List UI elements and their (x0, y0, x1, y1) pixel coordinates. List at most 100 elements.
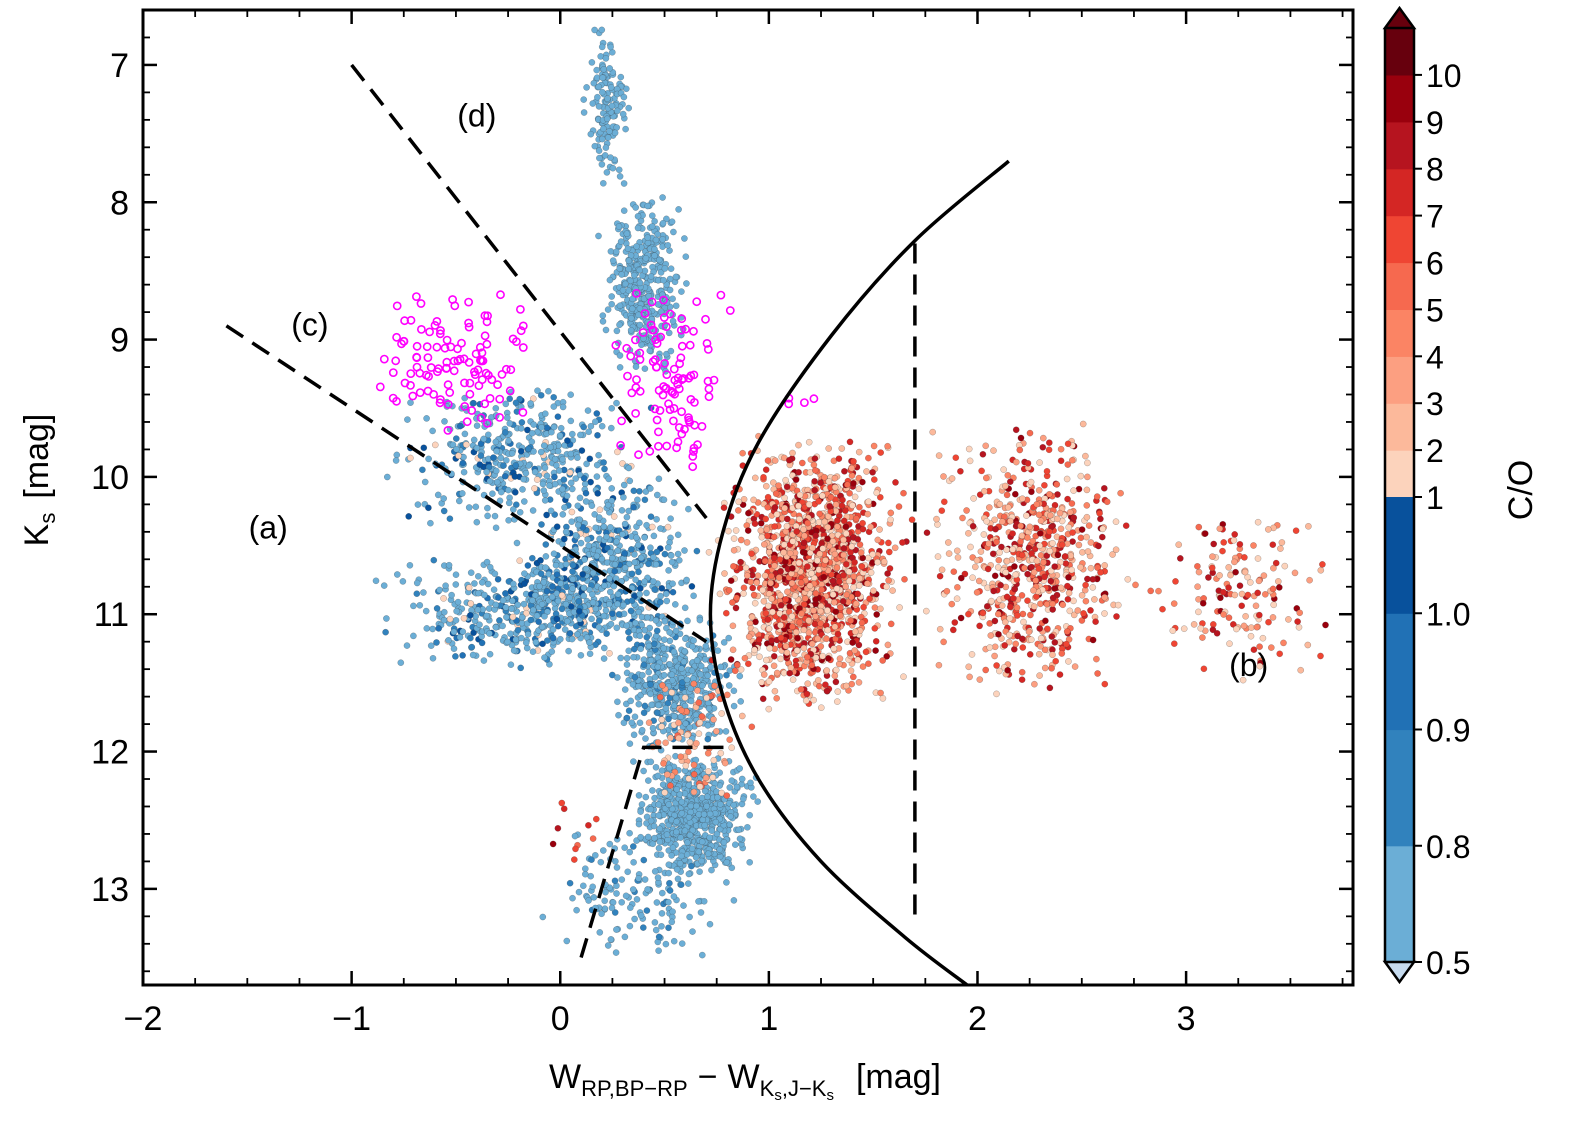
scatter-point (473, 444, 481, 452)
scatter-point (654, 874, 662, 881)
scatter-point (668, 852, 675, 859)
scatter-point (598, 161, 606, 168)
scatter-point (477, 452, 485, 459)
scatter-point (670, 702, 678, 709)
scatter-point (730, 547, 738, 554)
scatter-point (663, 831, 671, 838)
scatter-point (606, 128, 613, 135)
scatter-point (677, 881, 685, 888)
scatter-point (420, 444, 428, 452)
scatter-point (631, 673, 639, 681)
scatter-point (627, 607, 635, 615)
scatter-point (623, 714, 631, 722)
scatter-point (1018, 676, 1026, 683)
scatter-point (872, 638, 880, 645)
scatter-point (541, 654, 548, 661)
scatter-point (685, 782, 693, 789)
scatter-point (665, 898, 672, 906)
scatter-point (727, 656, 735, 663)
scatter-point (672, 601, 679, 608)
scatter-point (621, 550, 628, 557)
scatter-point (550, 403, 558, 410)
scatter-point (534, 387, 541, 394)
scatter-point (704, 722, 712, 729)
scatter-point (716, 590, 724, 598)
scatter-point (643, 589, 650, 597)
scatter-point (633, 896, 641, 903)
scatter-point (628, 719, 636, 726)
scatter-point (594, 432, 601, 439)
scatter-point (762, 609, 770, 617)
scatter-point (648, 223, 656, 230)
scatter-point (885, 539, 892, 547)
scatter-point (492, 524, 500, 532)
scatter-point (615, 611, 623, 618)
scatter-point (737, 558, 744, 566)
scatter-point (577, 652, 585, 659)
scatter-point (554, 447, 562, 455)
scatter-point (923, 607, 930, 615)
scatter-point (771, 523, 778, 530)
scatter-point (670, 648, 678, 656)
scatter-point (737, 698, 744, 705)
scatter-point (647, 544, 654, 551)
scatter-point (460, 615, 468, 622)
scatter-point (540, 487, 548, 494)
scatter-point (735, 507, 742, 514)
scatter-point (697, 671, 704, 678)
scatter-point (908, 516, 916, 523)
scatter-point (425, 455, 432, 463)
scatter-point (801, 595, 809, 602)
scatter-point (1025, 628, 1033, 636)
scatter-point (855, 485, 863, 493)
scatter-point (1036, 459, 1043, 466)
scatter-point (760, 474, 767, 481)
scatter-point (596, 154, 603, 162)
scatter-point (606, 840, 614, 848)
scatter-point (605, 475, 612, 483)
scatter-point (664, 242, 672, 249)
scatter-point (407, 399, 414, 406)
scatter-point (808, 570, 815, 577)
scatter-point (744, 527, 752, 534)
scatter-point (489, 490, 496, 497)
scatter-point (722, 728, 730, 735)
scatter-point (633, 534, 640, 541)
scatter-point (850, 583, 857, 591)
scatter-point (651, 586, 658, 593)
scatter-point (642, 793, 650, 801)
scatter-point (728, 777, 736, 784)
scatter-point (642, 255, 650, 262)
scatter-point (627, 697, 634, 705)
scatter-point (568, 635, 576, 643)
scatter-point (735, 826, 742, 834)
scatter-point (404, 416, 411, 423)
scatter-point (741, 654, 749, 662)
scatter-point (1099, 525, 1106, 533)
scatter-point (652, 617, 660, 624)
scatter-point (765, 548, 773, 556)
scatter-point (638, 801, 646, 808)
scatter-point (846, 490, 853, 497)
scatter-point (975, 577, 983, 585)
scatter-point (732, 527, 740, 534)
scatter-point (764, 616, 772, 623)
scatter-point (712, 818, 720, 826)
scatter-point (834, 698, 841, 705)
scatter-point (644, 202, 651, 210)
scatter-point (695, 898, 702, 905)
scatter-point (789, 676, 797, 683)
scatter-point (602, 888, 609, 896)
scatter-point (840, 536, 847, 544)
scatter-point (796, 516, 803, 523)
scatter-point (855, 448, 863, 456)
scatter-point (607, 936, 615, 943)
scatter-point (521, 498, 528, 505)
scatter-point (800, 526, 807, 533)
scatter-point (831, 550, 839, 558)
scatter-point (551, 480, 559, 488)
scatter-point (508, 605, 515, 613)
scatter-point (504, 638, 511, 646)
scatter-point (727, 577, 735, 584)
scatter-point (759, 586, 766, 594)
